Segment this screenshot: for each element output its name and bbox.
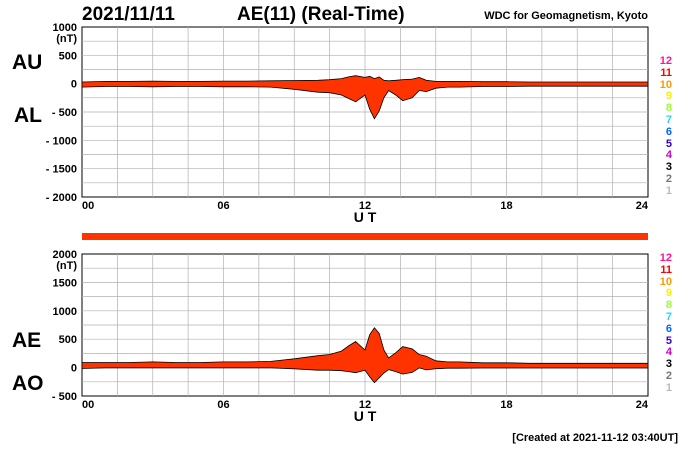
series-label-al: AL [14,104,42,127]
x-tick-label: 18 [500,200,512,212]
x-tick-label: 24 [636,200,649,212]
unit-label: (nT) [56,33,77,45]
legend-item: 4 [665,149,672,162]
legend-item: 9 [665,90,672,103]
x-tick-label: 12 [359,200,371,212]
x-tick-label: 00 [82,200,94,212]
y-tick-label: 0 [71,363,77,375]
x-tick-label: 24 [636,399,649,411]
legend-item: 7 [665,113,672,126]
legend-item: 8 [665,299,672,312]
chart-panel-bottom: 2000 1500 1000 500 0 - 500 (nT) 00 06 12 18 24 U T [52,249,649,424]
legend-item: 7 [665,310,672,323]
chart-date: 2021/11/11 [82,4,175,25]
legend-item: 1 [665,184,672,197]
legend-item: 11 [660,66,672,79]
legend-item: 12 [659,55,672,67]
unit-label: (nT) [56,260,77,272]
x-tick-label: 12 [359,399,371,411]
x-axis-label: U T [354,408,377,424]
y-tick-label: - 2000 [46,192,77,204]
legend-item: 6 [665,322,672,335]
legend-item: 10 [659,275,672,288]
legend-bottom: 12 11 10 9 8 7 6 5 4 3 2 1 [652,252,672,395]
x-axis-label: U T [354,209,377,225]
y-tick-label: 1000 [53,306,77,318]
legend-item: 10 [659,78,672,91]
x-tick-label: 06 [217,200,229,212]
y-tick-label: 500 [59,334,77,346]
series-label-au: AU [12,51,43,74]
y-tick-label: - 1000 [46,135,77,147]
series-band-ae-ao [81,327,649,384]
legend-item: 11 [660,263,672,276]
legend-item: 2 [665,369,672,382]
x-tick-label: 18 [500,399,512,411]
series-label-ae: AE [12,329,42,352]
chart-panel-top: 1000 500 0 - 500 - 1000 - 1500 - 2000 (nT) 00 06 1… [46,22,649,225]
legend-item: 3 [665,358,672,371]
x-tick-label: 06 [217,399,229,411]
legend-item: 12 [659,252,672,264]
legend-top: 12 11 10 9 8 7 6 5 4 3 2 1 [652,55,672,198]
x-tick-label: 00 [82,399,94,411]
legend-item: 5 [665,137,672,150]
y-tick-label: - 500 [52,107,77,119]
y-tick-label: - 1500 [46,164,77,176]
legend-item: 5 [665,334,672,347]
y-tick-label: - 500 [52,391,77,403]
y-tick-label: 1000 [53,22,77,34]
legend-item: 3 [665,161,672,174]
created-timestamp: [Created at 2021-11-12 03:40UT] [512,432,678,444]
legend-item: 2 [665,172,672,185]
y-tick-label: 1500 [53,277,77,289]
series-label-ao: AO [12,372,44,395]
legend-item: 6 [665,125,672,138]
y-tick-label: 0 [71,79,77,91]
legend-item: 1 [665,381,672,394]
legend-item: 9 [665,287,672,300]
y-tick-label: 2000 [53,249,77,261]
y-tick-label: 500 [59,50,77,62]
series-band-au-al [81,75,649,120]
credit-label: WDC for Geomagnetism, Kyoto [484,10,648,22]
data-status-strip [82,233,648,240]
legend-item: 8 [665,102,672,115]
legend-item: 4 [665,346,672,359]
chart-title: AE(11) (Real-Time) [237,4,405,25]
